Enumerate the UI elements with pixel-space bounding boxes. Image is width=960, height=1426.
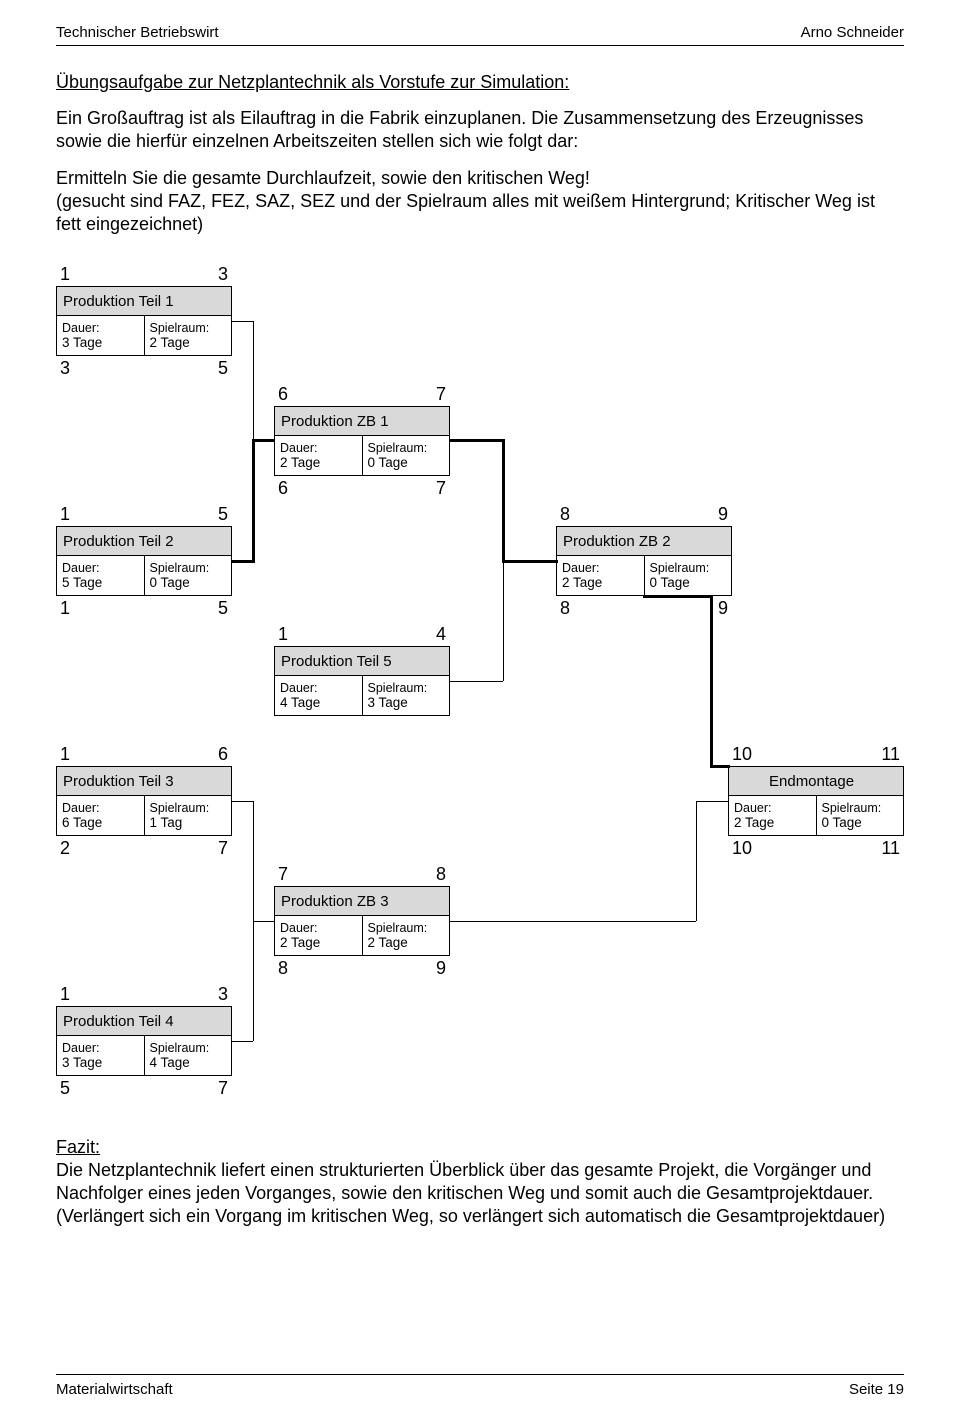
dauer-value: 3 Tage bbox=[62, 335, 139, 350]
footer-right: Seite 19 bbox=[849, 1381, 904, 1398]
page-title: Übungsaufgabe zur Netzplantechnik als Vo… bbox=[56, 72, 904, 93]
activity-teil-1: 1 3 Produktion Teil 1 Dauer:3 Tage Spielr… bbox=[56, 262, 232, 380]
fazit-text: Die Netzplantechnik liefert einen strukt… bbox=[56, 1160, 885, 1226]
edge-critical bbox=[502, 560, 558, 563]
page-header: Technischer Betriebswirt Arno Schneider bbox=[56, 0, 904, 46]
activity-name: Produktion Teil 1 bbox=[56, 286, 232, 316]
edge bbox=[232, 1041, 253, 1042]
faz: 6 bbox=[278, 384, 288, 405]
edge bbox=[253, 921, 254, 1041]
edge bbox=[253, 921, 274, 922]
saz: 3 bbox=[60, 358, 70, 379]
header-left: Technischer Betriebswirt bbox=[56, 24, 219, 41]
edge bbox=[253, 801, 254, 921]
fez: 3 bbox=[218, 264, 228, 285]
intro-paragraph-2: Ermitteln Sie die gesamte Durchlaufzeit,… bbox=[56, 167, 904, 236]
page-footer: Materialwirtschaft Seite 19 bbox=[56, 1374, 904, 1398]
sez: 7 bbox=[436, 478, 446, 499]
edge bbox=[232, 321, 253, 322]
edge-critical bbox=[252, 439, 255, 563]
activity-teil-4: 13 Produktion Teil 4 Dauer:3 Tage Spielr… bbox=[56, 982, 232, 1100]
edge bbox=[232, 801, 253, 802]
edge bbox=[503, 561, 504, 681]
fez: 7 bbox=[436, 384, 446, 405]
edge bbox=[253, 321, 254, 441]
activity-zb-2: 89 Produktion ZB 2 Dauer:2 Tage Spielrau… bbox=[556, 502, 732, 620]
fazit-label: Fazit: bbox=[56, 1137, 100, 1157]
faz: 1 bbox=[60, 264, 70, 285]
edge-critical bbox=[644, 595, 713, 598]
activity-teil-5: 14 Produktion Teil 5 Dauer:4 Tage Spielr… bbox=[274, 622, 450, 740]
footer-left: Materialwirtschaft bbox=[56, 1381, 173, 1398]
header-right: Arno Schneider bbox=[801, 24, 904, 41]
activity-name: Produktion ZB 1 bbox=[274, 406, 450, 436]
spielraum-value: 2 Tage bbox=[150, 335, 227, 350]
edge-critical bbox=[710, 596, 713, 767]
edge bbox=[696, 801, 697, 921]
edge-critical bbox=[450, 439, 505, 442]
activity-zb-1: 67 Produktion ZB 1 Dauer:2 Tage Spielrau… bbox=[274, 382, 450, 500]
intro-paragraph-1: Ein Großauftrag ist als Eilauftrag in di… bbox=[56, 107, 904, 153]
edge-critical bbox=[252, 439, 275, 442]
fazit: Fazit: Die Netzplantechnik liefert einen… bbox=[56, 1136, 904, 1228]
edge-critical bbox=[710, 765, 730, 768]
edge bbox=[450, 681, 503, 682]
network-diagram: 1 3 Produktion Teil 1 Dauer:3 Tage Spielr… bbox=[56, 262, 904, 1132]
activity-zb-3: 78 Produktion ZB 3 Dauer:2 Tage Spielrau… bbox=[274, 862, 450, 980]
spielraum-label: Spielraum: bbox=[150, 321, 227, 335]
dauer-label: Dauer: bbox=[62, 321, 139, 335]
edge bbox=[450, 921, 696, 922]
activity-teil-3: 16 Produktion Teil 3 Dauer:6 Tage Spielr… bbox=[56, 742, 232, 860]
edge bbox=[696, 801, 728, 802]
sez: 5 bbox=[218, 358, 228, 379]
edge-critical bbox=[502, 439, 505, 563]
edge-critical bbox=[643, 595, 646, 598]
saz: 6 bbox=[278, 478, 288, 499]
activity-endmontage: 1011 Endmontage Dauer:2 Tage Spielraum:0… bbox=[728, 742, 904, 860]
activity-teil-2: 15 Produktion Teil 2 Dauer:5 Tage Spielr… bbox=[56, 502, 232, 620]
